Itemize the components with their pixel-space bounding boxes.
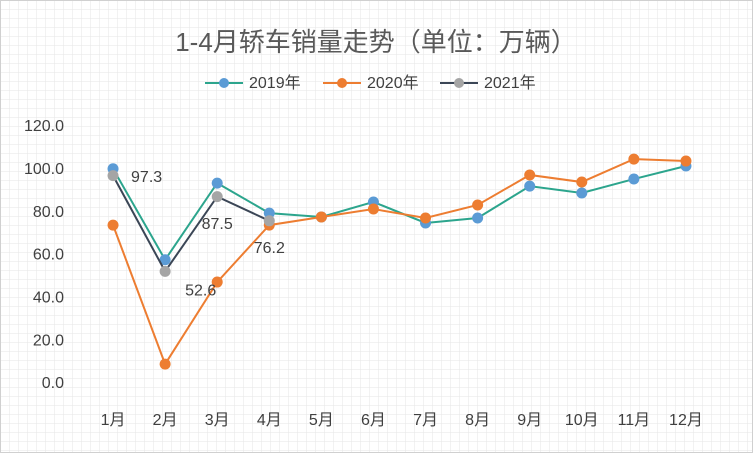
y-tick-label: 60.0: [33, 247, 64, 264]
data-point: [159, 265, 171, 277]
data-point: [628, 153, 640, 165]
data-point: [472, 212, 484, 224]
x-tick-label: 7月: [413, 412, 438, 429]
chart-title: 1-4月轿车销量走势（单位：万辆）: [175, 27, 577, 57]
data-point: [628, 173, 640, 185]
x-tick-label: 10月: [565, 412, 599, 429]
legend-marker: [454, 78, 464, 88]
series-line: [112, 165, 687, 262]
data-point: [524, 169, 536, 181]
data-point: [159, 254, 171, 266]
x-tick-label: 12月: [669, 412, 703, 429]
data-point: [420, 212, 432, 224]
data-label: 76.2: [254, 240, 285, 257]
data-point: [680, 155, 692, 167]
y-tick-label: 80.0: [33, 204, 64, 221]
data-point: [263, 215, 275, 227]
data-point: [211, 276, 223, 288]
x-tick-label: 1月: [101, 412, 126, 429]
x-tick-label: 6月: [361, 412, 386, 429]
data-point: [211, 191, 223, 203]
data-point: [211, 177, 223, 189]
x-tick-label: 5月: [309, 412, 334, 429]
data-point: [159, 358, 171, 370]
legend-marker: [337, 78, 347, 88]
x-tick-label: 11月: [618, 412, 651, 429]
data-point: [576, 187, 588, 199]
legend-label: 2021年: [484, 74, 536, 92]
data-point: [367, 203, 379, 215]
data-point: [107, 170, 119, 182]
y-tick-label: 20.0: [33, 332, 64, 349]
series-line: [112, 158, 686, 367]
data-point: [107, 219, 119, 231]
data-label: 52.6: [185, 283, 216, 300]
x-tick-label: 9月: [517, 412, 542, 429]
data-label: 87.5: [202, 216, 233, 233]
legend-label: 2020年: [367, 74, 419, 92]
data-point: [576, 176, 588, 188]
data-point: [524, 180, 536, 192]
legend-marker: [219, 78, 229, 88]
x-tick-label: 3月: [205, 412, 230, 429]
x-tick-label: 2月: [153, 412, 178, 429]
data-point: [263, 207, 275, 219]
y-tick-label: 0.0: [42, 375, 64, 392]
series-line: [112, 175, 270, 274]
y-tick-label: 120.0: [24, 118, 64, 135]
y-tick-label: 40.0: [33, 290, 64, 307]
data-label: 97.3: [131, 169, 162, 186]
y-tick-label: 100.0: [24, 161, 64, 178]
data-point: [472, 199, 484, 211]
legend-label: 2019年: [249, 74, 301, 92]
data-point: [315, 211, 327, 223]
x-tick-label: 4月: [257, 412, 282, 429]
x-tick-label: 8月: [465, 412, 490, 429]
